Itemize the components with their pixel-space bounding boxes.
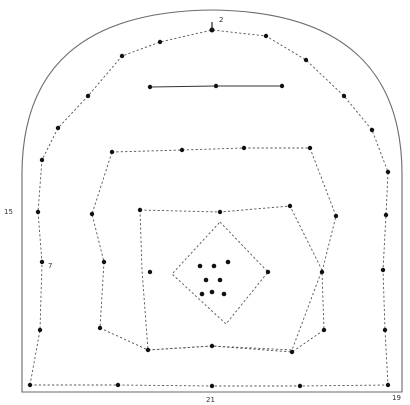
hole (307, 145, 313, 151)
hole (197, 263, 203, 269)
hole (37, 327, 43, 333)
hole (303, 57, 309, 63)
hole (241, 145, 247, 151)
hole (157, 39, 163, 45)
cut-holes (115, 203, 303, 389)
hole (265, 269, 271, 275)
hole (217, 277, 223, 283)
burn-cut-holes (197, 259, 231, 297)
hole (279, 83, 285, 89)
hole (39, 259, 45, 265)
hole (209, 289, 215, 295)
top-hole-label: 2 (219, 16, 223, 24)
tunnel-profile-outline (21, 9, 403, 393)
hole (289, 349, 295, 355)
hole (287, 203, 293, 209)
hole (115, 382, 121, 388)
hole (145, 347, 151, 353)
hole (39, 157, 45, 163)
hole (209, 343, 215, 349)
cut-square (139, 205, 323, 351)
inner-perimeter-holes (89, 145, 339, 333)
hole (380, 267, 386, 273)
hole (109, 149, 115, 155)
hole (199, 291, 205, 297)
hole (221, 291, 227, 297)
hole (382, 327, 388, 333)
left-mid-label: 15 (4, 208, 13, 216)
hole (217, 209, 223, 215)
hole (333, 213, 339, 219)
hole (369, 127, 375, 133)
left-low-label: 7 (48, 262, 52, 270)
hole (85, 93, 91, 99)
hole (119, 53, 125, 59)
hole (385, 169, 391, 175)
hole (101, 259, 107, 265)
hole (137, 207, 143, 213)
bottom-right-label: 19 (392, 394, 401, 402)
hole (211, 263, 217, 269)
hole (55, 125, 61, 131)
hole (203, 277, 209, 283)
hole (321, 327, 327, 333)
contour-hole-ring (29, 29, 389, 386)
inner-perimeter-ring (91, 147, 337, 353)
hole (35, 209, 41, 215)
hole (147, 84, 153, 90)
hole (383, 212, 389, 218)
hole (209, 383, 215, 389)
hole (97, 325, 103, 331)
bottom-center-label: 21 (206, 396, 215, 404)
hole (213, 83, 219, 89)
hole (179, 147, 185, 153)
hole (89, 211, 95, 217)
cut-diamond (171, 221, 269, 325)
hole (147, 269, 153, 275)
hole (319, 269, 325, 275)
hole (385, 382, 391, 388)
hole (225, 259, 231, 265)
hole (341, 93, 347, 99)
hole (263, 33, 269, 39)
roof-holes (147, 83, 285, 90)
hole (27, 382, 33, 388)
floor-hole-line (30, 384, 389, 387)
contour-holes (27, 27, 391, 388)
hole (297, 383, 303, 389)
